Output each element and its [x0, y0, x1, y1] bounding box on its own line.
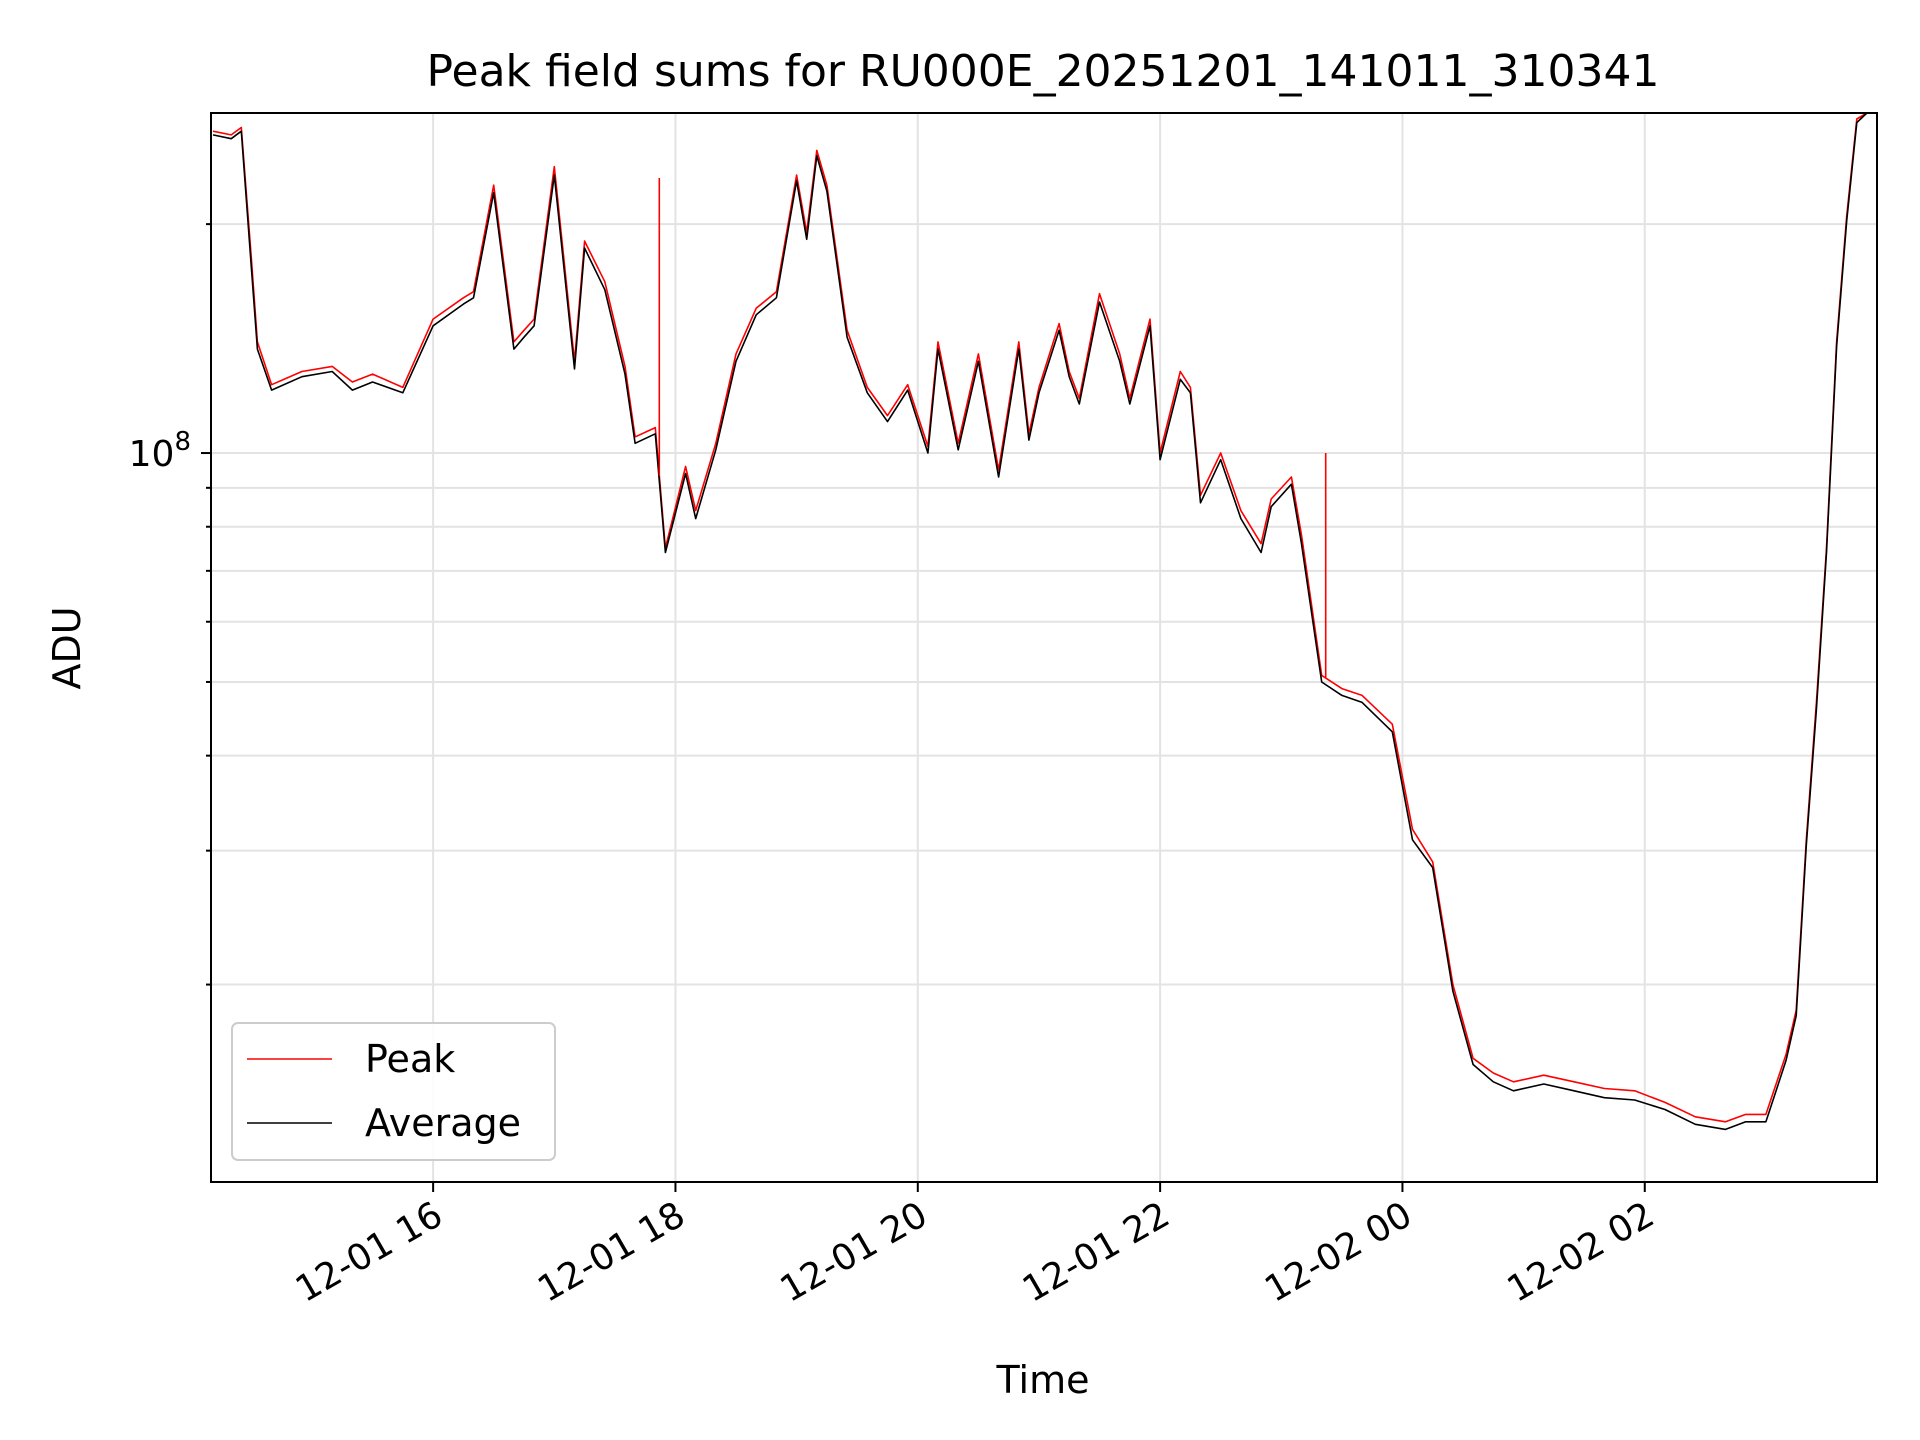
grid [211, 113, 1877, 1182]
chart-title: Peak field sums for RU000E_20251201_1410… [427, 46, 1660, 97]
legend-box [231, 1022, 556, 1161]
legend: Peak Average [231, 1022, 556, 1161]
y-axis-ticks: 108 [129, 223, 211, 986]
series-line-average [212, 112, 1868, 1131]
plot-lines [212, 112, 1868, 1131]
plot-frame [210, 112, 1878, 1183]
legend-peak-label: Peak [365, 1037, 455, 1081]
y-tick-label: 108 [129, 427, 191, 475]
x-axis-label: Time [996, 1358, 1090, 1402]
legend-average-label: Average [365, 1101, 521, 1145]
y-axis-label: ADU [45, 606, 89, 689]
